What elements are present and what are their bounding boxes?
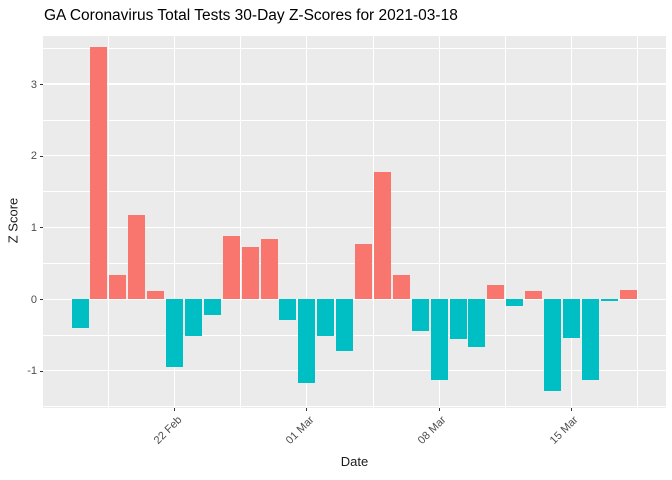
- bar-2021-03-15: [562, 299, 580, 339]
- y-major-gridline: [43, 226, 666, 228]
- bar-2021-03-04: [355, 243, 372, 300]
- bar-2021-02-21: [147, 291, 165, 300]
- x-tick-mark: [306, 408, 308, 411]
- bar-2021-02-26: [241, 247, 259, 300]
- x-minor-gridline: [504, 36, 506, 408]
- y-tick-label: 3: [30, 78, 37, 91]
- bar-2021-02-19: [109, 275, 127, 300]
- y-tick-label: -1: [27, 365, 37, 378]
- y-tick-mark: [40, 299, 43, 301]
- bar-2021-02-18: [90, 47, 108, 300]
- x-tick-mark: [438, 408, 440, 411]
- bar-2021-03-14: [544, 299, 561, 391]
- plot-panel: [43, 36, 666, 408]
- y-minor-gridline: [43, 47, 666, 49]
- x-major-gridline: [173, 36, 176, 408]
- bar-2021-03-11: [487, 284, 505, 300]
- y-tick-mark: [40, 370, 43, 372]
- x-minor-gridline: [108, 36, 109, 408]
- y-minor-gridline: [43, 334, 666, 336]
- bar-2021-03-05: [373, 172, 391, 300]
- y-tick-mark: [40, 155, 43, 157]
- x-minor-gridline: [637, 36, 638, 408]
- y-major-gridline: [43, 155, 666, 157]
- y-minor-gridline: [43, 191, 666, 192]
- y-axis-title: Z Score: [5, 197, 21, 244]
- bar-2021-02-20: [128, 215, 146, 300]
- bar-2021-03-18: [619, 290, 637, 300]
- y-minor-gridline: [43, 406, 666, 407]
- bar-2021-03-17: [600, 299, 618, 302]
- y-tick-label: 0: [30, 293, 37, 306]
- bar-2021-03-08: [430, 299, 448, 381]
- y-tick-label: 1: [30, 221, 37, 234]
- bar-2021-03-10: [468, 299, 486, 348]
- bar-2021-03-16: [581, 299, 599, 381]
- y-major-gridline: [43, 370, 666, 372]
- bar-2021-03-09: [449, 299, 467, 340]
- bar-2021-02-24: [203, 299, 221, 315]
- x-tick-mark: [570, 408, 572, 411]
- bar-2021-03-02: [317, 299, 335, 337]
- bar-2021-03-06: [392, 274, 410, 300]
- y-minor-gridline: [43, 262, 666, 264]
- x-axis-title: Date: [340, 454, 369, 469]
- y-major-gridline: [43, 298, 666, 300]
- x-minor-gridline: [240, 36, 241, 408]
- bar-2021-03-13: [525, 291, 543, 300]
- y-tick-mark: [40, 84, 43, 86]
- bar-2021-02-22: [166, 299, 183, 368]
- chart-title: GA Coronavirus Total Tests 30-Day Z-Scor…: [44, 7, 458, 24]
- bar-2021-02-28: [279, 299, 297, 320]
- y-tick-label: 2: [30, 150, 37, 163]
- bar-2021-03-12: [506, 299, 524, 307]
- bar-2021-02-17: [71, 299, 89, 329]
- bar-2021-03-07: [411, 299, 429, 331]
- y-minor-gridline: [43, 119, 666, 121]
- bar-2021-02-25: [222, 235, 240, 300]
- x-minor-gridline: [372, 36, 374, 408]
- bar-2021-02-27: [260, 238, 278, 300]
- bar-2021-02-23: [184, 299, 202, 336]
- y-major-gridline: [43, 83, 666, 85]
- y-tick-mark: [40, 227, 43, 229]
- x-major-gridline: [570, 36, 572, 408]
- x-tick-mark: [174, 408, 175, 411]
- bar-2021-03-03: [336, 299, 354, 352]
- x-major-gridline: [438, 36, 440, 408]
- x-major-gridline: [306, 36, 308, 408]
- bar-2021-03-01: [298, 299, 316, 383]
